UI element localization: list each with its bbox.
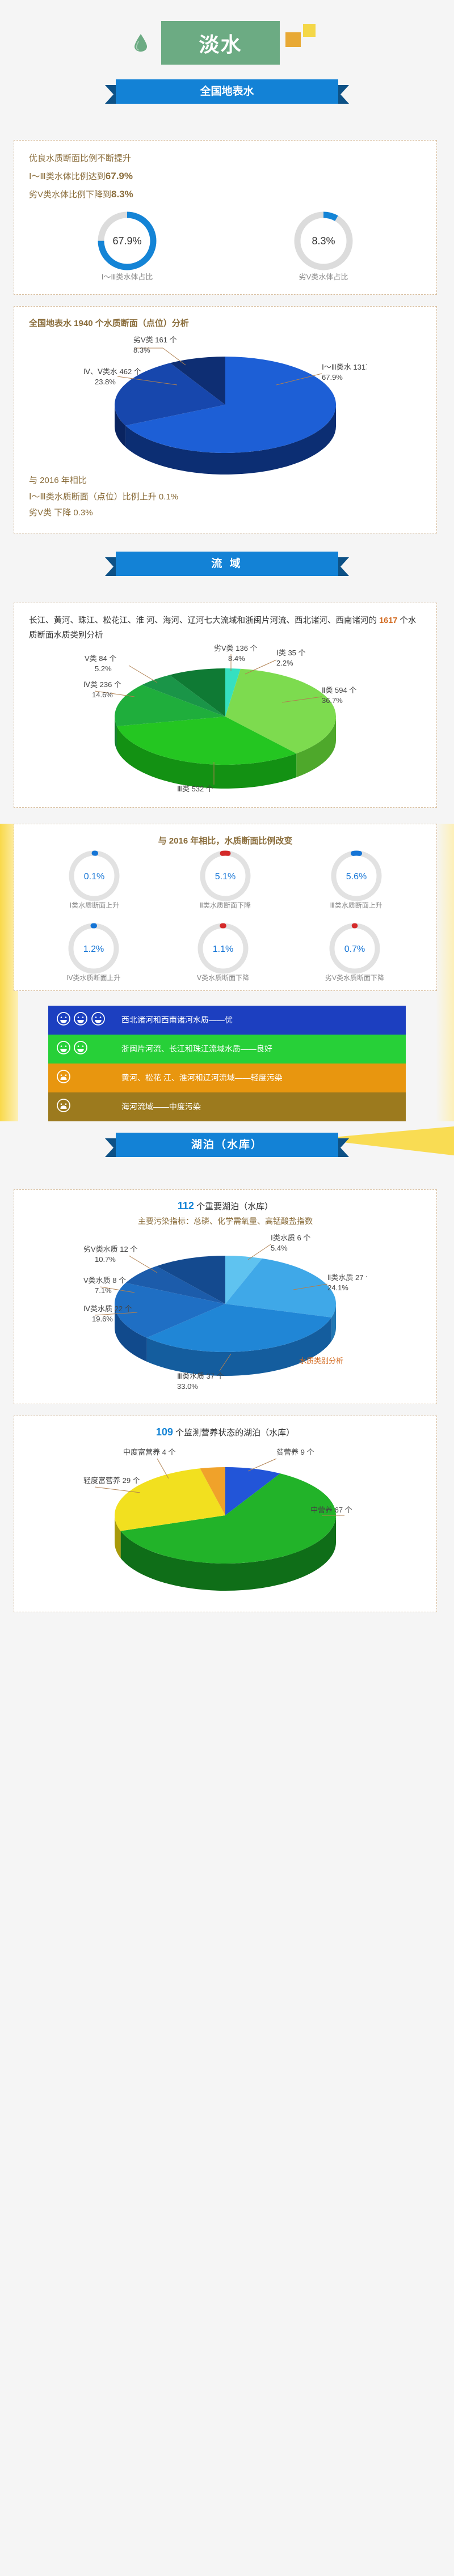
svg-text:8.3%: 8.3% <box>133 346 150 354</box>
svg-text:5.6%: 5.6% <box>346 872 366 882</box>
svg-text:0.7%: 0.7% <box>344 944 365 954</box>
svg-text:5.2%: 5.2% <box>95 664 112 673</box>
svg-text:Ⅲ类水质 37 个: Ⅲ类水质 37 个 <box>177 1372 224 1380</box>
svg-text:0.1%: 0.1% <box>84 872 104 882</box>
svg-text:33.0%: 33.0% <box>177 1382 198 1391</box>
svg-text:Ⅳ类水质 22 个: Ⅳ类水质 22 个 <box>83 1304 132 1313</box>
svg-text:劣V类 161 个: 劣V类 161 个 <box>133 336 177 344</box>
svg-text:中营养 67 个: 中营养 67 个 <box>310 1506 352 1514</box>
svg-text:23.8%: 23.8% <box>95 378 116 386</box>
svg-text:Ⅰ～Ⅲ类水 1317 个: Ⅰ～Ⅲ类水 1317 个 <box>322 363 367 371</box>
svg-text:V类 84 个: V类 84 个 <box>85 654 116 663</box>
svg-text:Ⅰ类水质 6 个: Ⅰ类水质 6 个 <box>271 1234 310 1242</box>
svg-text:5.4%: 5.4% <box>271 1244 288 1252</box>
svg-text:水质类别分析: 水质类别分析 <box>299 1357 343 1365</box>
svg-text:24.1%: 24.1% <box>327 1283 348 1292</box>
svg-text:5.1%: 5.1% <box>215 872 236 882</box>
svg-text:Ⅱ类 594 个: Ⅱ类 594 个 <box>322 686 356 694</box>
svg-text:36.7%: 36.7% <box>322 696 343 705</box>
svg-text:10.7%: 10.7% <box>95 1255 116 1264</box>
svg-text:8.4%: 8.4% <box>228 654 245 663</box>
svg-text:1.1%: 1.1% <box>213 944 233 954</box>
svg-text:8.3%: 8.3% <box>312 235 335 247</box>
svg-text:劣V类 136 个: 劣V类 136 个 <box>214 644 258 653</box>
svg-text:流 域: 流 域 <box>211 557 242 570</box>
svg-text:劣V类水质 12 个: 劣V类水质 12 个 <box>83 1245 137 1253</box>
svg-text:7.1%: 7.1% <box>95 1286 112 1295</box>
svg-text:V类水质 8 个: V类水质 8 个 <box>83 1276 126 1285</box>
svg-text:14.6%: 14.6% <box>92 690 113 699</box>
svg-text:32.9%: 32.9% <box>177 795 198 796</box>
svg-text:Ⅰ类 35 个: Ⅰ类 35 个 <box>276 649 306 657</box>
svg-text:Ⅳ、Ⅴ类水 462 个: Ⅳ、Ⅴ类水 462 个 <box>83 367 141 376</box>
svg-text:Ⅲ类 532 个: Ⅲ类 532 个 <box>177 785 213 793</box>
svg-text:19.6%: 19.6% <box>92 1315 113 1323</box>
svg-text:67.9%: 67.9% <box>322 373 343 382</box>
svg-text:轻度富营养 29 个: 轻度富营养 29 个 <box>83 1476 140 1485</box>
svg-text:1.2%: 1.2% <box>83 944 104 954</box>
svg-text:全国地表水: 全国地表水 <box>199 84 254 98</box>
svg-text:Ⅱ类水质 27 个: Ⅱ类水质 27 个 <box>327 1273 367 1282</box>
svg-text:2.2%: 2.2% <box>276 659 293 667</box>
svg-text:67.9%: 67.9% <box>112 235 141 247</box>
svg-text:中度富营养 4 个: 中度富营养 4 个 <box>123 1448 175 1456</box>
svg-text:Ⅳ类 236 个: Ⅳ类 236 个 <box>83 680 121 689</box>
svg-text:湖泊（水库）: 湖泊（水库） <box>191 1138 263 1151</box>
svg-text:贫营养 9 个: 贫营养 9 个 <box>276 1448 314 1456</box>
